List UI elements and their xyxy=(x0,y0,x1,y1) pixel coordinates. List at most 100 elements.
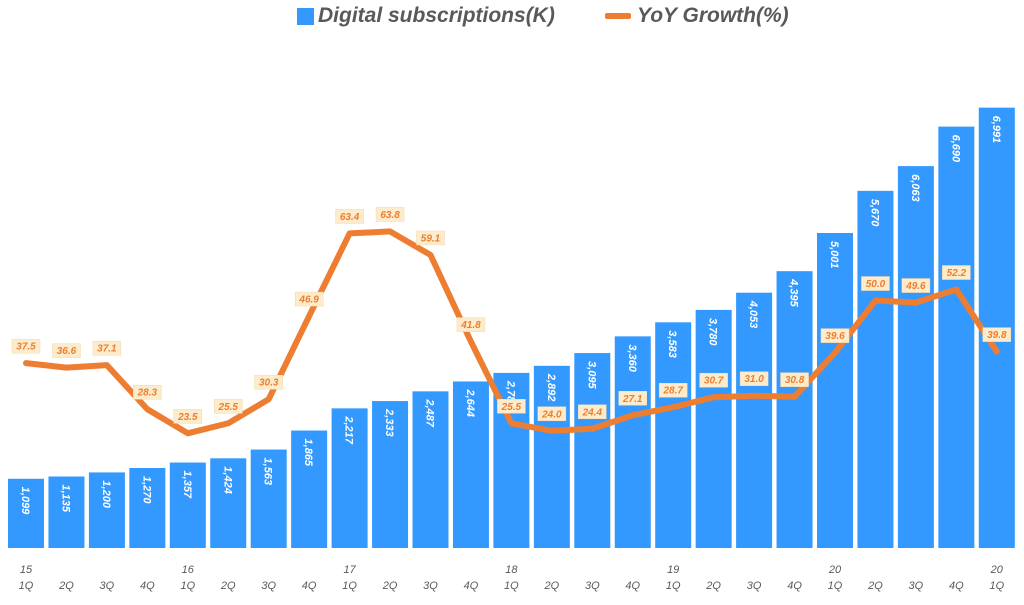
bar-value-label: 5,001 xyxy=(828,241,840,269)
x-tick-year: 17 xyxy=(343,564,356,576)
growth-value-label: 50.0 xyxy=(866,279,886,290)
growth-label-box xyxy=(133,384,162,400)
bar-value-label: 5,670 xyxy=(868,199,880,227)
bar-value-label: 3,360 xyxy=(626,344,638,372)
growth-value-label: 30.8 xyxy=(785,375,805,386)
x-tick-quarter: 2Q xyxy=(58,580,74,592)
growth-value-label: 37.5 xyxy=(16,342,36,353)
bar xyxy=(412,391,449,548)
bar xyxy=(210,458,247,548)
legend-item-growth: YoY Growth(%) xyxy=(605,4,789,28)
growth-label-box xyxy=(699,372,728,388)
growth-label-box xyxy=(578,404,607,420)
growth-value-label: 25.5 xyxy=(218,402,239,413)
bar-value-label: 1,563 xyxy=(262,458,274,486)
bar-value-label: 2,217 xyxy=(343,415,355,444)
x-tick-year: 20 xyxy=(990,564,1004,576)
growth-label-box xyxy=(618,391,647,406)
bar-value-label: 3,583 xyxy=(666,330,678,358)
bar xyxy=(8,478,44,548)
x-tick-quarter: 2Q xyxy=(220,580,236,592)
bar xyxy=(695,309,732,548)
growth-label-box xyxy=(780,372,809,387)
x-tick-year: 18 xyxy=(505,564,518,576)
legend: Digital subscriptions(K) YoY Growth(%) xyxy=(0,0,1024,34)
x-tick-year: 20 xyxy=(828,564,842,576)
bar xyxy=(169,462,206,548)
bar-value-label: 4,395 xyxy=(788,278,800,307)
growth-label-box xyxy=(658,382,688,398)
x-tick-quarter: 1Q xyxy=(342,580,357,592)
growth-value-label: 36.6 xyxy=(57,346,77,357)
bar-value-label: 6,991 xyxy=(990,116,1002,144)
growth-value-label: 59.1 xyxy=(421,233,441,244)
x-tick-quarter: 4Q xyxy=(949,580,964,592)
growth-label-box xyxy=(861,276,890,291)
bar-value-label: 6,690 xyxy=(949,135,961,163)
growth-label-box xyxy=(901,278,931,293)
x-tick-quarter: 3Q xyxy=(909,580,924,592)
x-tick-quarter: 3Q xyxy=(423,580,438,592)
x-tick-quarter: 4Q xyxy=(787,580,802,592)
bar-value-label: 2,892 xyxy=(545,373,557,402)
growth-line xyxy=(23,228,1000,437)
growth-value-label: 49.6 xyxy=(905,281,926,292)
growth-label-box xyxy=(52,343,81,358)
growth-value-label: 28.3 xyxy=(137,388,158,399)
bar-value-label: 1,135 xyxy=(59,485,71,513)
bar xyxy=(776,271,813,548)
growth-label-box xyxy=(173,409,203,424)
growth-label-box xyxy=(294,291,324,307)
x-tick-year: 19 xyxy=(667,564,679,576)
growth-label-box xyxy=(11,338,41,354)
growth-value-label: 52.2 xyxy=(947,268,967,279)
growth-value-label: 39.6 xyxy=(825,331,845,342)
x-tick-quarter: 4Q xyxy=(302,580,317,592)
bar xyxy=(574,353,611,548)
x-tick-quarter: 4Q xyxy=(464,580,479,592)
bar-value-label: 1,099 xyxy=(19,487,31,515)
growth-value-label: 30.7 xyxy=(704,376,724,387)
bar xyxy=(533,365,570,548)
bar xyxy=(331,408,368,548)
growth-value-label: 24.4 xyxy=(582,407,603,418)
bar xyxy=(88,472,125,548)
growth-value-label: 63.4 xyxy=(340,212,360,223)
growth-label-box xyxy=(497,399,526,414)
legend-item-subscriptions: Digital subscriptions(K) xyxy=(297,4,555,28)
growth-label-box xyxy=(92,340,122,356)
growth-value-label: 28.7 xyxy=(662,386,683,397)
growth-value-label: 23.5 xyxy=(177,412,198,423)
growth-value-label: 37.1 xyxy=(97,344,117,355)
bar xyxy=(250,449,287,548)
x-tick-quarter: 3Q xyxy=(585,580,600,592)
bar xyxy=(938,126,975,548)
growth-label-box xyxy=(375,207,405,222)
legend-bar-swatch xyxy=(297,7,314,25)
x-tick-quarter: 2Q xyxy=(544,580,560,592)
bar-value-label: 3,780 xyxy=(707,318,719,346)
bar-value-label: 2,333 xyxy=(383,408,395,437)
x-tick-quarter: 2Q xyxy=(867,580,883,592)
bar-value-label: 1,865 xyxy=(302,439,314,467)
x-tick-quarter: 2Q xyxy=(382,580,398,592)
bar xyxy=(736,292,773,548)
growth-value-label: 24.0 xyxy=(541,409,562,420)
bar xyxy=(129,468,166,548)
legend-label-subscriptions: Digital subscriptions(K) xyxy=(318,4,555,27)
bar-value-label: 2,487 xyxy=(424,398,436,427)
x-tick-quarter: 4Q xyxy=(140,580,155,592)
x-tick-quarter: 3Q xyxy=(100,580,115,592)
growth-label-box xyxy=(739,371,769,386)
growth-value-label: 27.1 xyxy=(622,394,643,405)
legend-line-swatch xyxy=(605,13,631,19)
growth-label-box xyxy=(335,209,364,224)
growth-value-label: 25.5 xyxy=(501,402,522,413)
growth-label-box xyxy=(456,317,486,332)
x-tick-quarter: 1Q xyxy=(828,580,843,592)
x-tick-quarter: 1Q xyxy=(180,580,195,592)
growth-label-box xyxy=(537,406,567,422)
bar xyxy=(291,430,328,548)
bar xyxy=(817,232,853,548)
